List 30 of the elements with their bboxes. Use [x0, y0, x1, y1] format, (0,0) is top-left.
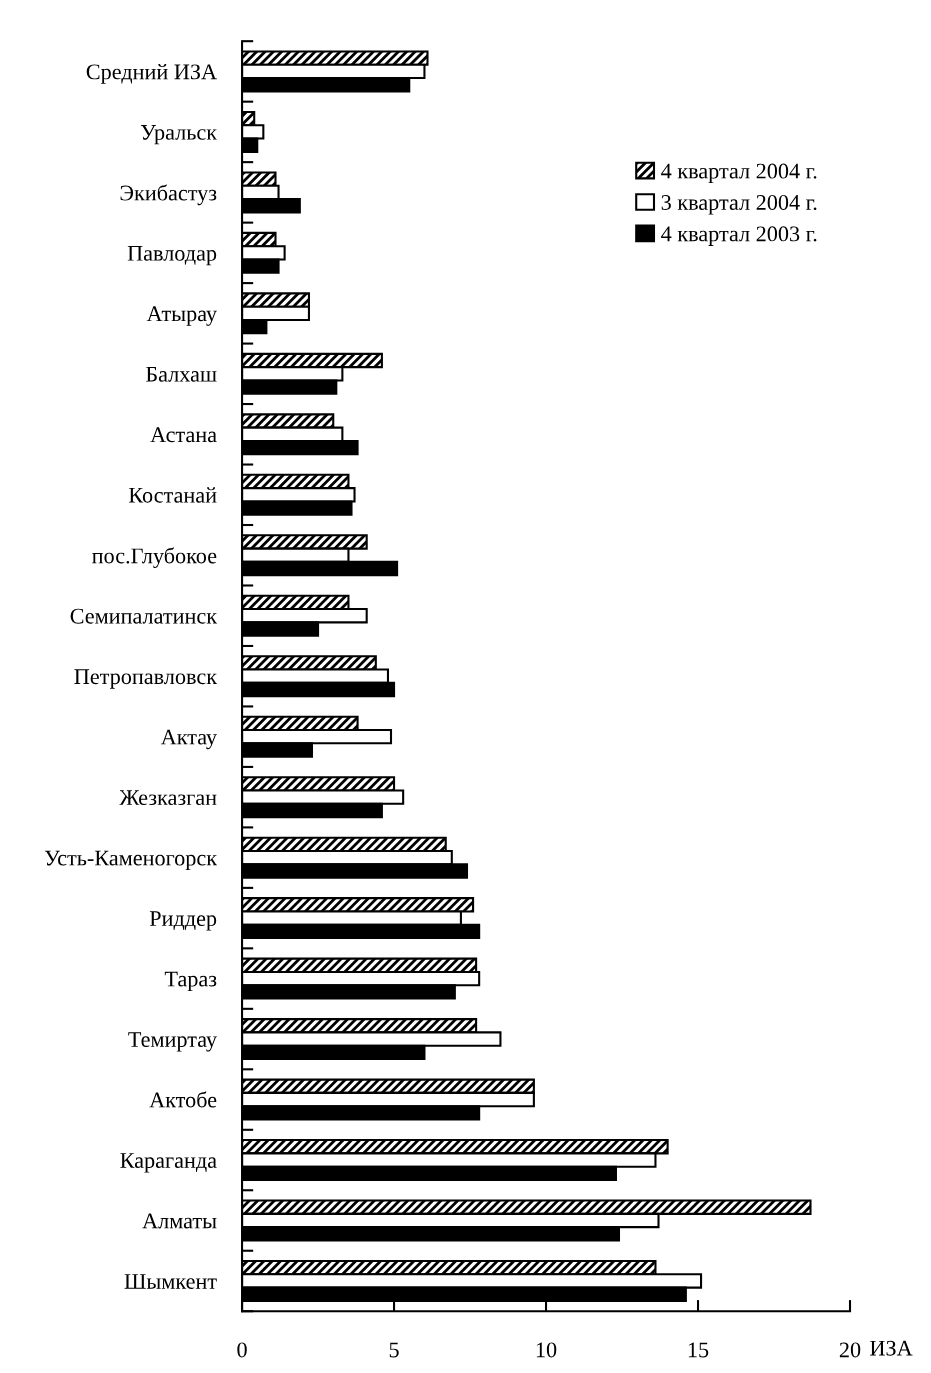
x-tick-label: 5: [389, 1342, 399, 1358]
legend-label: 4 квартал 2004 г.: [661, 163, 817, 184]
y-tick-label: Шымкент: [124, 1274, 217, 1289]
legend-label: 4 квартал 2003 г.: [661, 226, 817, 246]
y-tick-label: Астана: [150, 427, 217, 443]
y-tick-label: Усть-Каменогорск: [44, 850, 218, 871]
y-tick-label: пос.Глубокое: [92, 547, 217, 568]
y-tick-label: Алматы: [142, 1213, 217, 1229]
x-tick-label: 20: [839, 1342, 861, 1358]
y-tick-label: Средний ИЗА: [86, 63, 217, 84]
y-tick-label: Петропавловск: [74, 669, 218, 689]
y-tick-label: Костанай: [128, 487, 217, 503]
y-tick-label: Семипалатинск: [70, 608, 218, 624]
y-tick-label: Уральск: [140, 125, 218, 145]
x-tick-label: 10: [536, 1342, 557, 1358]
y-tick-label: Балхаш: [146, 366, 217, 382]
x-tick-label: 15: [688, 1342, 709, 1358]
y-tick-label: Жезказган: [119, 790, 217, 806]
y-tick-label: Актау: [160, 729, 217, 750]
y-tick-label: Караганда: [120, 1153, 217, 1173]
legend-label: 3 квартал 2004 г.: [661, 194, 817, 215]
y-tick-label: Тараз: [164, 971, 217, 992]
y-tick-label: Павлодар: [127, 246, 217, 266]
y-tick-label: Темиртау: [128, 1032, 217, 1052]
x-axis-title: ИЗА: [870, 1340, 913, 1356]
y-tick-label: Атырау: [146, 306, 217, 326]
x-tick-label: 0: [237, 1342, 247, 1358]
y-tick-label: Экибастуз: [120, 184, 217, 206]
y-tick-label: Актобе: [149, 1091, 217, 1108]
y-tick-label: Риддер: [149, 911, 217, 931]
